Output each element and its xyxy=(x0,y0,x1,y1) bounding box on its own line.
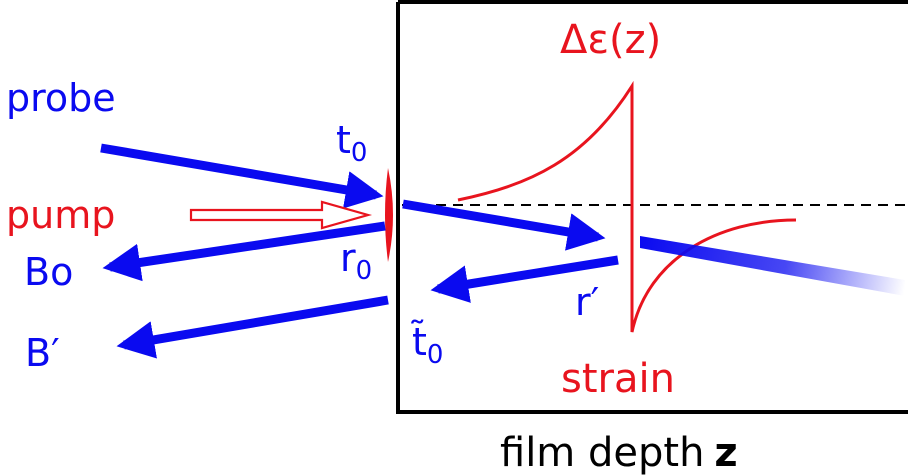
r0-label: r0 xyxy=(340,236,372,286)
axis-label: film depth z xyxy=(500,430,738,476)
delta-epsilon-label: Δε(z) xyxy=(560,17,661,63)
fading-beam xyxy=(640,236,905,296)
surface-interface xyxy=(385,168,393,262)
r-prime-label: r′ xyxy=(575,280,599,324)
film-frame xyxy=(396,0,908,414)
strain-label: strain xyxy=(561,356,675,402)
bo-label: Bo xyxy=(24,250,73,294)
pump-arrow xyxy=(189,200,373,230)
pump-label: pump xyxy=(6,193,115,237)
probe-label: probe xyxy=(6,76,116,120)
reflected-beam-bo xyxy=(102,221,386,282)
outgoing-beam-b-prime xyxy=(116,295,389,359)
b-prime-label: B′ xyxy=(25,331,60,375)
transmitted-beam xyxy=(402,199,606,251)
strain-profile-curve xyxy=(457,80,797,333)
t0-label: t0 xyxy=(336,118,367,168)
t0-tilde-label: t̃0 xyxy=(411,320,444,370)
probe-beam xyxy=(100,143,384,209)
strain-reflected-beam xyxy=(430,255,619,303)
